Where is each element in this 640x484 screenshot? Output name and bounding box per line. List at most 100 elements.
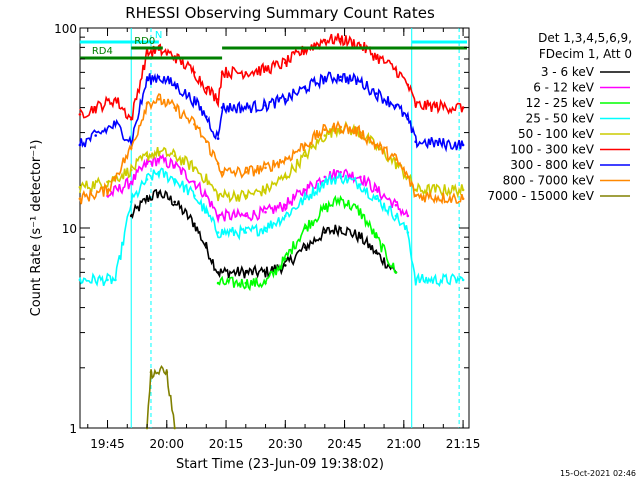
y-axis-label: Count Rate (s⁻¹ detector⁻¹) — [29, 140, 44, 317]
data-point-3-19 — [406, 231, 410, 234]
data-point-3-20 — [414, 278, 418, 282]
data-point-1-5 — [193, 180, 196, 184]
y-tick-label-0: 1 — [69, 422, 77, 436]
data-point-1-11 — [303, 188, 307, 192]
data-point-1-1 — [129, 180, 133, 184]
data-point-4-3 — [145, 154, 149, 157]
data-point-4-6 — [193, 166, 196, 170]
series-line-1 — [106, 153, 409, 224]
data-point-3-13 — [303, 197, 307, 201]
series-line-2 — [217, 194, 397, 292]
data-point-6-19 — [394, 104, 398, 107]
data-point-7-9 — [220, 170, 224, 174]
data-point-6-14 — [303, 86, 307, 90]
data-point-0-14 — [374, 251, 378, 255]
legend-label-7: 800 - 7000 keV — [503, 174, 595, 188]
detector-info-1: FDecim 1, Att 0 — [539, 47, 632, 61]
data-point-6-6 — [173, 83, 176, 87]
data-point-7-14 — [323, 128, 327, 131]
series-line-5 — [79, 33, 464, 121]
data-point-3-2 — [114, 278, 117, 282]
data-point-7-6 — [193, 123, 196, 126]
data-point-3-15 — [339, 175, 342, 179]
data-point-6-22 — [461, 143, 465, 147]
detector-info-0: Det 1,3,4,5,6,9, — [538, 31, 632, 45]
data-point-5-11 — [244, 71, 248, 74]
data-point-8-1 — [149, 370, 153, 374]
data-point-0-6 — [216, 271, 220, 274]
data-point-7-21 — [461, 197, 465, 201]
series-line-4 — [79, 120, 464, 204]
data-point-4-5 — [173, 154, 176, 157]
legend: Det 1,3,4,5,6,9, FDecim 1, Att 0 3 - 6 keV… — [487, 31, 632, 203]
time-bar-label-1: RD0 — [134, 36, 155, 47]
y-tick-label-2: 100 — [54, 22, 77, 36]
data-point-6-15 — [323, 77, 327, 80]
data-point-1-7 — [216, 214, 220, 218]
data-point-7-17 — [374, 143, 378, 147]
data-point-6-0 — [78, 143, 82, 147]
data-point-5-17 — [359, 43, 362, 47]
data-point-2-8 — [374, 235, 378, 239]
data-point-6-9 — [216, 137, 220, 140]
series-8 — [145, 365, 176, 430]
data-point-7-10 — [244, 170, 248, 174]
data-point-0-9 — [284, 264, 287, 267]
data-point-3-18 — [394, 214, 398, 218]
data-point-6-7 — [193, 100, 196, 103]
legend-label-1: 6 - 12 keV — [533, 81, 595, 95]
data-point-1-15 — [374, 188, 378, 192]
data-point-4-11 — [284, 175, 287, 179]
legend-label-0: 3 - 6 keV — [541, 65, 595, 79]
data-point-1-4 — [173, 164, 176, 167]
data-point-0-10 — [303, 246, 307, 249]
data-point-6-8 — [205, 115, 208, 118]
data-point-5-16 — [339, 37, 342, 41]
data-point-5-12 — [264, 68, 267, 71]
data-point-7-1 — [106, 188, 109, 192]
data-point-6-3 — [129, 140, 133, 143]
data-point-2-7 — [359, 210, 362, 214]
time-bar-label-0: N — [155, 30, 162, 41]
data-point-3-10 — [244, 231, 248, 234]
data-point-4-10 — [264, 188, 267, 192]
data-point-1-6 — [205, 194, 208, 197]
data-point-3-8 — [205, 210, 208, 214]
data-point-4-9 — [244, 194, 248, 197]
legend-label-5: 100 - 300 keV — [510, 143, 594, 157]
series-3 — [78, 167, 465, 288]
data-point-1-3 — [157, 158, 161, 161]
data-point-5-4 — [145, 51, 149, 55]
data-point-8-2 — [165, 370, 169, 374]
data-point-1-10 — [284, 203, 287, 207]
legend-label-3: 25 - 50 keV — [526, 112, 595, 126]
x-tick-label-4: 20:45 — [327, 437, 362, 451]
series-line-7 — [79, 93, 464, 205]
data-point-5-19 — [394, 68, 398, 71]
data-point-5-1 — [94, 106, 97, 109]
footer-date: 15-Oct-2021 02:46 — [560, 469, 636, 478]
data-point-0-5 — [205, 246, 208, 249]
data-point-5-3 — [129, 117, 133, 121]
data-point-4-4 — [157, 150, 161, 154]
series-line-6 — [79, 71, 464, 153]
data-point-7-4 — [157, 98, 161, 101]
x-tick-label-1: 20:00 — [149, 437, 184, 451]
data-point-0-7 — [244, 271, 248, 274]
series-2 — [216, 194, 398, 292]
x-tick-label-6: 21:15 — [446, 437, 481, 451]
data-point-6-13 — [284, 98, 287, 101]
data-point-7-16 — [359, 131, 362, 134]
data-point-1-2 — [145, 162, 149, 165]
data-point-7-5 — [173, 106, 176, 109]
data-point-0-4 — [193, 222, 196, 226]
data-point-1-14 — [359, 175, 362, 179]
data-point-6-17 — [359, 80, 362, 83]
data-point-4-0 — [78, 185, 82, 189]
data-point-0-13 — [359, 235, 362, 239]
data-point-2-2 — [264, 281, 267, 285]
legend-label-2: 12 - 25 keV — [526, 96, 595, 110]
